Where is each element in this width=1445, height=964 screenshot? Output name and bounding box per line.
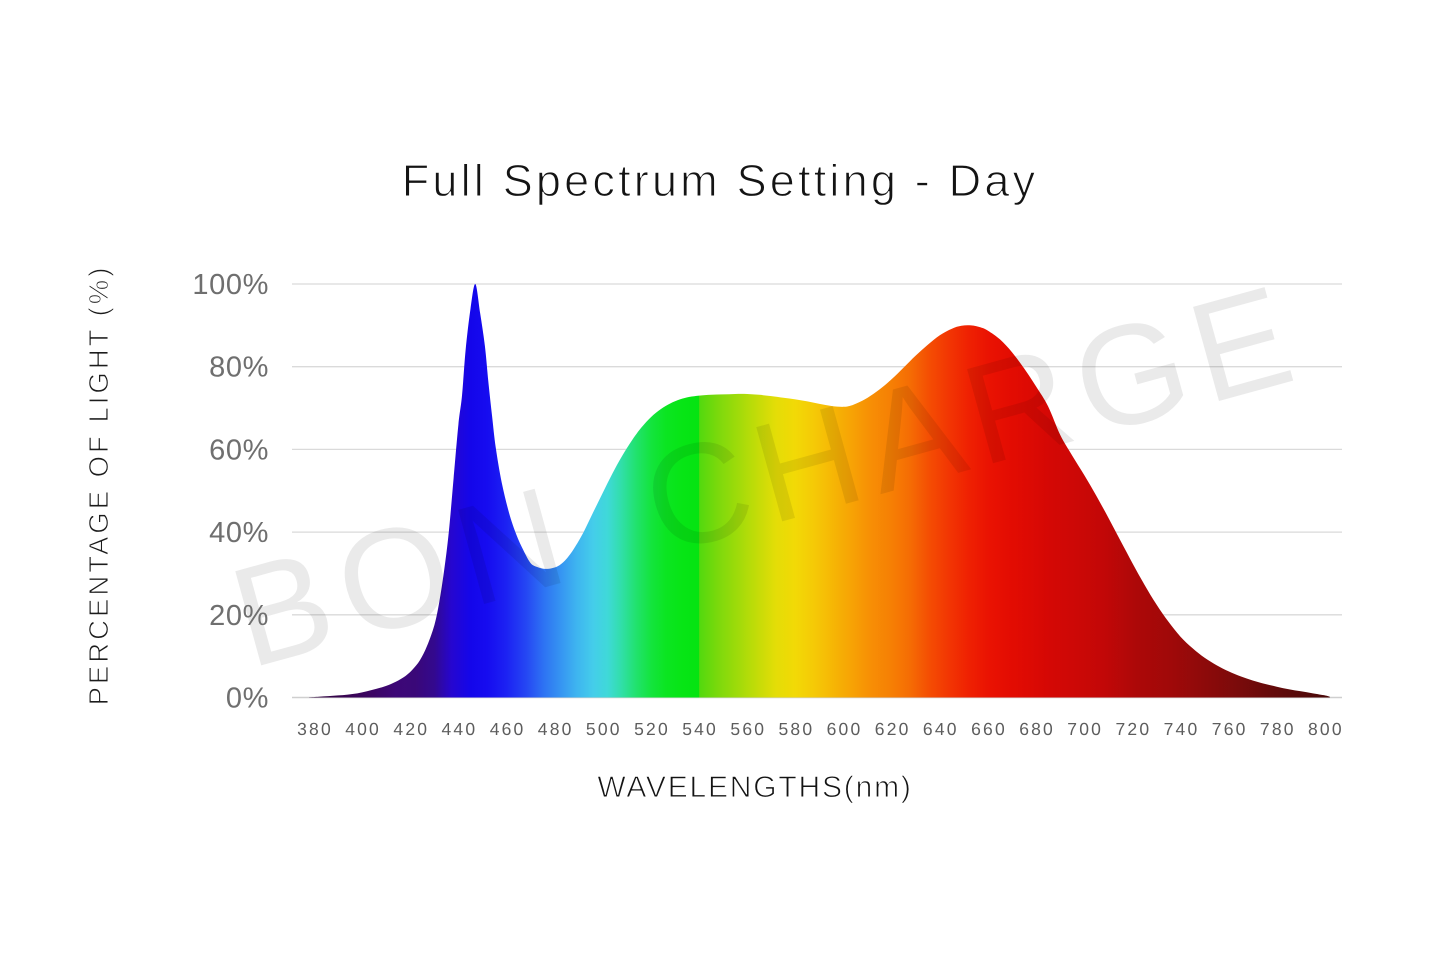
svg-text:700: 700 [1067, 719, 1103, 739]
svg-text:540: 540 [682, 719, 718, 739]
svg-text:720: 720 [1115, 719, 1151, 739]
svg-text:520: 520 [634, 719, 670, 739]
svg-text:20%: 20% [209, 600, 269, 632]
svg-text:460: 460 [490, 719, 526, 739]
svg-text:800: 800 [1308, 719, 1344, 739]
svg-text:PERCENTAGE OF LIGHT (%): PERCENTAGE OF LIGHT (%) [83, 265, 114, 706]
svg-text:440: 440 [441, 719, 477, 739]
svg-text:80%: 80% [209, 352, 269, 384]
svg-text:WAVELENGTHS(nm): WAVELENGTHS(nm) [597, 771, 912, 804]
svg-text:740: 740 [1164, 719, 1200, 739]
svg-text:620: 620 [875, 719, 911, 739]
svg-text:480: 480 [538, 719, 574, 739]
svg-text:500: 500 [586, 719, 622, 739]
svg-text:680: 680 [1019, 719, 1055, 739]
svg-text:420: 420 [393, 719, 429, 739]
svg-text:660: 660 [971, 719, 1007, 739]
svg-text:100%: 100% [192, 269, 269, 301]
svg-text:600: 600 [827, 719, 863, 739]
svg-text:380: 380 [297, 719, 333, 739]
svg-text:760: 760 [1212, 719, 1248, 739]
svg-text:640: 640 [923, 719, 959, 739]
svg-text:560: 560 [730, 719, 766, 739]
svg-text:580: 580 [778, 719, 814, 739]
svg-text:60%: 60% [209, 434, 269, 466]
svg-text:Full Spectrum Setting - Day: Full Spectrum Setting - Day [402, 155, 1039, 206]
svg-text:780: 780 [1260, 719, 1296, 739]
svg-text:40%: 40% [209, 517, 269, 549]
svg-text:0%: 0% [226, 683, 269, 715]
svg-text:400: 400 [345, 719, 381, 739]
